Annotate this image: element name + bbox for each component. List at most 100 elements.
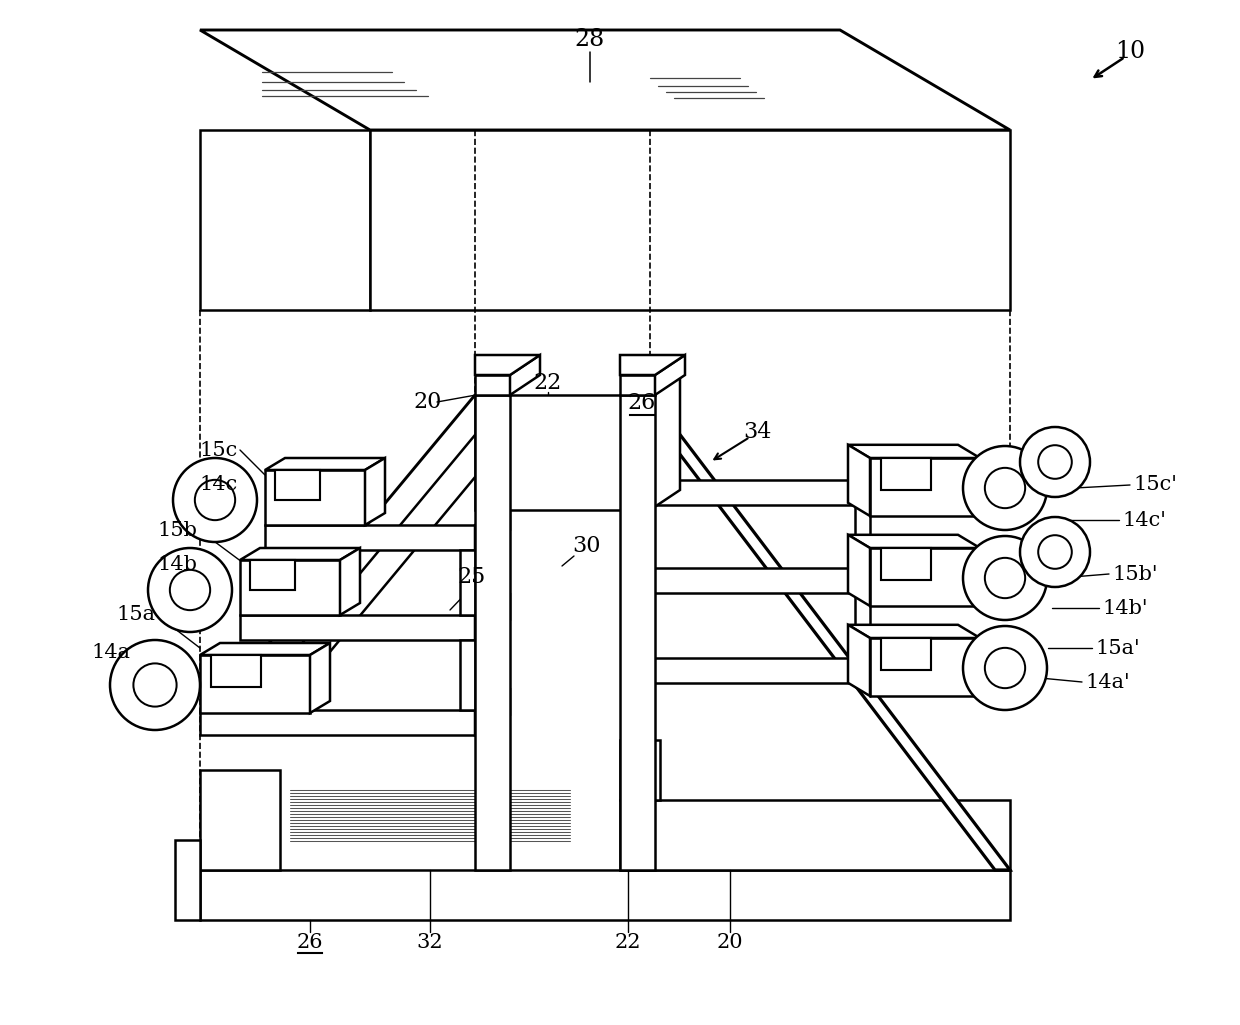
Text: 22: 22 bbox=[534, 372, 562, 394]
Polygon shape bbox=[620, 355, 684, 375]
Polygon shape bbox=[635, 395, 1011, 870]
Polygon shape bbox=[250, 560, 295, 590]
Ellipse shape bbox=[110, 640, 200, 730]
Polygon shape bbox=[655, 355, 684, 395]
Polygon shape bbox=[200, 643, 330, 655]
Polygon shape bbox=[200, 655, 310, 713]
Polygon shape bbox=[365, 458, 384, 525]
Polygon shape bbox=[650, 375, 680, 510]
Polygon shape bbox=[340, 548, 360, 615]
Polygon shape bbox=[200, 870, 1011, 920]
Text: 10: 10 bbox=[1115, 41, 1145, 64]
Text: 14c: 14c bbox=[200, 475, 238, 493]
Text: 20: 20 bbox=[414, 391, 443, 413]
Text: 14b': 14b' bbox=[1102, 599, 1148, 617]
Polygon shape bbox=[229, 690, 265, 730]
Ellipse shape bbox=[148, 548, 232, 632]
Polygon shape bbox=[229, 435, 510, 730]
Ellipse shape bbox=[170, 570, 210, 610]
Text: 25: 25 bbox=[458, 566, 486, 588]
Polygon shape bbox=[175, 840, 200, 920]
Polygon shape bbox=[510, 355, 539, 395]
Polygon shape bbox=[265, 470, 365, 525]
Polygon shape bbox=[475, 395, 650, 510]
Polygon shape bbox=[200, 770, 280, 870]
Polygon shape bbox=[880, 638, 930, 670]
Polygon shape bbox=[460, 640, 475, 710]
Text: 30: 30 bbox=[573, 535, 601, 557]
Polygon shape bbox=[650, 480, 870, 505]
Polygon shape bbox=[620, 740, 660, 800]
Text: 20: 20 bbox=[717, 933, 743, 951]
Text: 28: 28 bbox=[575, 29, 605, 51]
Ellipse shape bbox=[985, 467, 1025, 508]
Polygon shape bbox=[460, 550, 475, 615]
Polygon shape bbox=[650, 568, 870, 593]
Polygon shape bbox=[625, 460, 650, 505]
Polygon shape bbox=[848, 445, 870, 516]
Polygon shape bbox=[475, 355, 539, 375]
Ellipse shape bbox=[963, 446, 1047, 530]
Text: 15a': 15a' bbox=[1095, 639, 1140, 657]
Polygon shape bbox=[620, 375, 655, 395]
Polygon shape bbox=[475, 594, 510, 640]
Polygon shape bbox=[848, 445, 980, 458]
Ellipse shape bbox=[1038, 445, 1071, 479]
Polygon shape bbox=[241, 560, 340, 615]
Polygon shape bbox=[200, 130, 370, 310]
Ellipse shape bbox=[1021, 517, 1090, 587]
Polygon shape bbox=[870, 548, 980, 606]
Text: 14b: 14b bbox=[157, 555, 197, 574]
Polygon shape bbox=[870, 638, 980, 696]
Polygon shape bbox=[229, 395, 510, 690]
Polygon shape bbox=[475, 395, 510, 870]
Text: 34: 34 bbox=[743, 421, 771, 443]
Polygon shape bbox=[620, 395, 655, 870]
Ellipse shape bbox=[195, 480, 236, 520]
Polygon shape bbox=[241, 615, 475, 640]
Polygon shape bbox=[265, 458, 384, 470]
Text: 15b: 15b bbox=[157, 521, 197, 539]
Text: 15a: 15a bbox=[117, 606, 155, 624]
Polygon shape bbox=[870, 458, 980, 516]
Ellipse shape bbox=[1038, 535, 1071, 569]
Polygon shape bbox=[275, 470, 320, 500]
Polygon shape bbox=[625, 548, 650, 593]
Ellipse shape bbox=[1021, 427, 1090, 497]
Polygon shape bbox=[856, 593, 870, 658]
Ellipse shape bbox=[134, 663, 176, 706]
Text: 14c': 14c' bbox=[1122, 510, 1166, 530]
Polygon shape bbox=[370, 130, 1011, 310]
Text: 15c: 15c bbox=[200, 441, 238, 459]
Polygon shape bbox=[310, 643, 330, 713]
Polygon shape bbox=[880, 548, 930, 580]
Polygon shape bbox=[848, 625, 980, 638]
Polygon shape bbox=[241, 548, 360, 560]
Text: 14a': 14a' bbox=[1085, 672, 1130, 692]
Polygon shape bbox=[880, 458, 930, 490]
Polygon shape bbox=[265, 525, 475, 550]
Polygon shape bbox=[848, 535, 980, 548]
Text: 22: 22 bbox=[615, 933, 641, 951]
Polygon shape bbox=[848, 625, 870, 696]
Polygon shape bbox=[475, 375, 510, 395]
Polygon shape bbox=[211, 655, 260, 687]
Ellipse shape bbox=[985, 648, 1025, 688]
Polygon shape bbox=[856, 505, 870, 568]
Ellipse shape bbox=[985, 558, 1025, 599]
Polygon shape bbox=[475, 505, 510, 550]
Polygon shape bbox=[620, 800, 1011, 870]
Text: 26: 26 bbox=[627, 392, 656, 414]
Polygon shape bbox=[848, 535, 870, 606]
Text: 15b': 15b' bbox=[1112, 565, 1158, 583]
Text: 26: 26 bbox=[296, 933, 324, 951]
Polygon shape bbox=[475, 690, 510, 735]
Text: 14a: 14a bbox=[91, 643, 130, 661]
Ellipse shape bbox=[963, 626, 1047, 710]
Text: 15c': 15c' bbox=[1133, 476, 1177, 494]
Text: 32: 32 bbox=[417, 933, 444, 951]
Polygon shape bbox=[625, 638, 650, 683]
Polygon shape bbox=[200, 30, 1011, 130]
Polygon shape bbox=[650, 658, 870, 683]
Polygon shape bbox=[200, 710, 475, 735]
